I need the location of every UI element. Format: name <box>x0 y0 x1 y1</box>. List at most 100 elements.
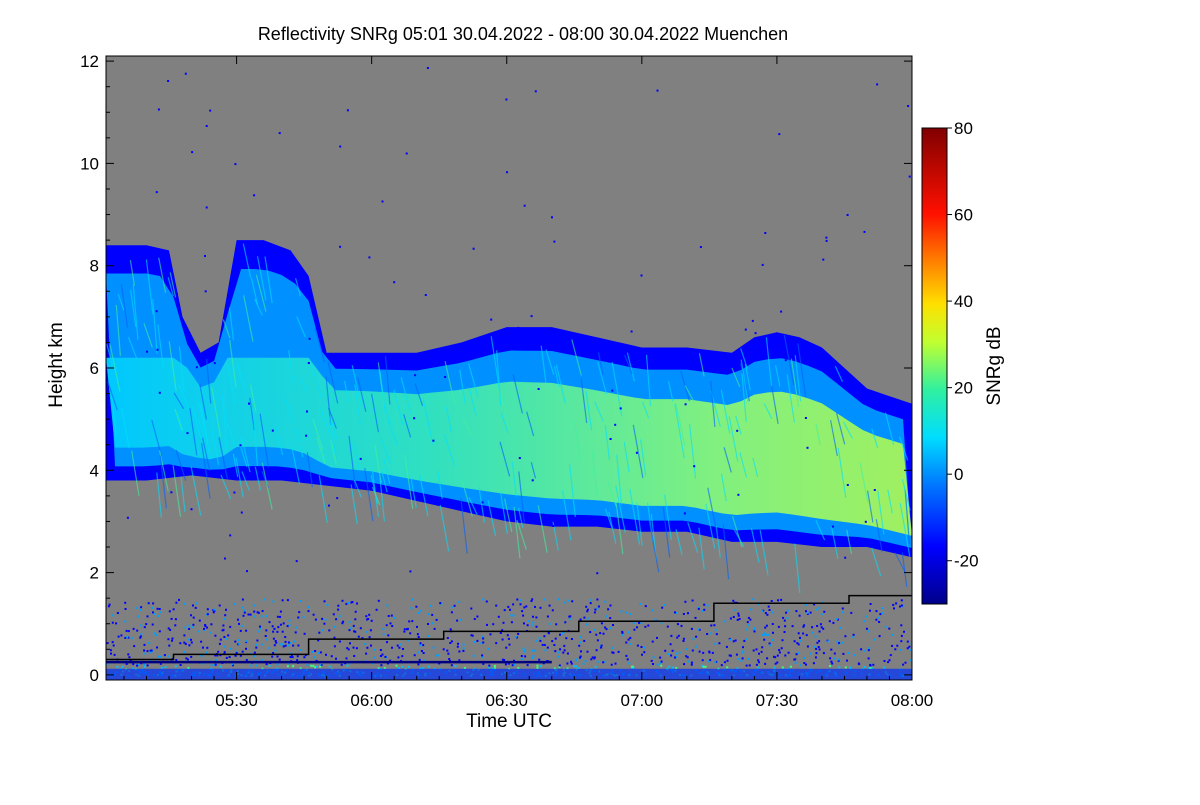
clutter-pixel <box>747 616 750 619</box>
clutter-pixel <box>417 636 420 638</box>
clutter-pixel <box>869 664 872 666</box>
clutter-pixel <box>507 605 510 608</box>
clutter-pixel <box>605 615 608 618</box>
clutter-pixel <box>724 620 727 623</box>
clutter-pixel <box>811 631 814 634</box>
cloud-streak <box>537 505 548 553</box>
clutter-pixel <box>156 607 159 610</box>
clutter-pixel <box>860 648 863 651</box>
clutter-pixel <box>691 599 694 602</box>
clutter-pixel <box>785 611 788 614</box>
clutter-pixel <box>609 604 612 607</box>
noise-dot <box>393 281 396 284</box>
clutter-pixel <box>695 635 698 638</box>
clutter-pixel <box>670 654 673 657</box>
clutter-pixel <box>878 621 881 623</box>
clutter-pixel <box>617 650 620 653</box>
cloud-streak <box>859 462 869 503</box>
cloud-streak <box>252 409 258 466</box>
cloud-streak <box>109 344 121 392</box>
cloud-streak <box>249 384 257 412</box>
clutter-pixel <box>159 655 162 658</box>
cloud-streak <box>667 381 674 402</box>
clutter-pixel <box>480 642 483 645</box>
clutter-pixel <box>707 660 710 663</box>
clutter-pixel <box>383 667 386 669</box>
clutter-pixel <box>596 660 599 663</box>
cloud-streak <box>835 412 846 445</box>
clutter-pixel <box>332 613 335 616</box>
clutter-pixel <box>596 607 599 610</box>
clutter-pixel <box>896 644 899 647</box>
clutter-pixel <box>656 663 659 666</box>
clutter-pixel <box>758 661 760 664</box>
clutter-pixel <box>126 636 129 639</box>
clutter-pixel <box>431 622 434 625</box>
clutter-pixel <box>631 665 634 668</box>
noise-dot <box>444 376 447 378</box>
clutter-pixel <box>535 625 538 628</box>
cloud-streak <box>328 416 337 456</box>
clutter-pixel <box>557 598 560 601</box>
clutter-pixel <box>520 655 523 657</box>
clutter-pixel <box>628 662 631 665</box>
cloud-streak <box>274 422 284 456</box>
clutter-pixel <box>743 639 746 642</box>
clutter-pixel <box>781 639 784 642</box>
clutter-pixel <box>818 648 821 651</box>
clutter-pixel <box>417 663 420 666</box>
noise-dot <box>812 365 815 368</box>
cloud-streak <box>295 277 302 297</box>
clutter-pixel <box>573 665 575 668</box>
clutter-pixel <box>307 610 310 613</box>
clutter-pixel <box>524 655 527 658</box>
cloud-streak <box>597 361 608 395</box>
clutter-pixel <box>389 622 392 625</box>
cloud-streak <box>518 471 525 523</box>
cloud-streak <box>516 520 527 550</box>
clutter-pixel <box>742 650 745 653</box>
clutter-pixel <box>287 644 290 647</box>
chart-title: Reflectivity SNRg 05:01 30.04.2022 - 08:… <box>258 24 788 44</box>
clutter-pixel <box>627 631 630 634</box>
cloud-streak <box>532 406 542 430</box>
clutter-pixel <box>836 640 839 643</box>
cloud-streak <box>120 284 129 328</box>
cloud-streak <box>731 515 743 548</box>
clutter-pixel <box>519 603 522 606</box>
clutter-pixel <box>333 645 336 648</box>
noise-dot <box>126 516 129 519</box>
clutter-pixel <box>799 639 802 642</box>
clutter-pixel <box>562 651 565 654</box>
noise-dot <box>409 570 412 573</box>
clutter-pixel <box>124 601 127 604</box>
cloud-streak <box>201 442 211 499</box>
clutter-pixel <box>354 630 357 633</box>
clutter-pixel <box>883 666 886 669</box>
clutter-pixel <box>306 663 309 666</box>
cloud-streak <box>157 324 164 370</box>
clutter-pixel <box>198 619 201 622</box>
clutter-pixel <box>891 633 894 636</box>
clutter-pixel <box>456 645 459 648</box>
clutter-pixel <box>148 642 151 644</box>
clutter-pixel <box>702 651 705 654</box>
cloud-streak <box>243 295 254 342</box>
clutter-pixel <box>284 644 287 647</box>
clutter-pixel <box>593 611 596 614</box>
clutter-pixel <box>140 633 143 636</box>
clutter-pixel <box>586 623 589 626</box>
clutter-pixel <box>533 649 536 652</box>
cloud-streak <box>794 355 802 402</box>
cloud-streak <box>894 552 906 573</box>
clutter-pixel <box>762 633 765 636</box>
clutter-pixel <box>852 633 855 636</box>
x-tick-label: 06:00 <box>350 691 393 710</box>
cloud-streak <box>645 354 652 406</box>
clutter-pixel <box>399 643 402 646</box>
clutter-pixel <box>158 608 161 610</box>
clutter-pixel <box>235 652 238 654</box>
clutter-pixel <box>323 600 326 603</box>
clutter-pixel <box>600 622 603 625</box>
clutter-pixel <box>313 656 315 659</box>
